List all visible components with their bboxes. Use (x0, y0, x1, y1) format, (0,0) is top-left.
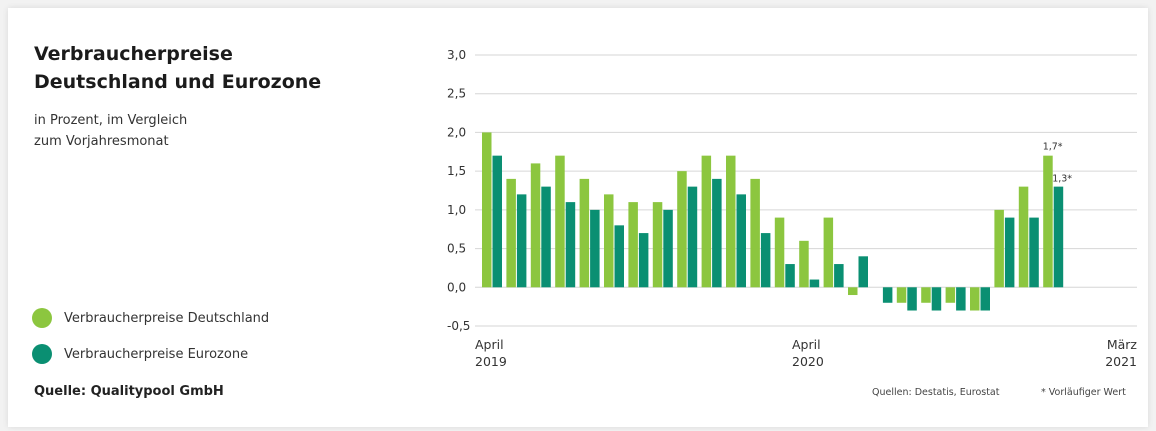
footer-sources: Quellen: Destatis, Eurostat (872, 387, 1000, 398)
bar-germany (652, 202, 663, 288)
bar-germany (604, 194, 614, 288)
y-tick-label: 3,0 (447, 48, 466, 62)
legend-swatch-eurozone (32, 344, 52, 364)
data-label: 1,3* (1052, 174, 1072, 185)
source-label: Quelle: Qualitypool GmbH (34, 384, 224, 399)
subtitle-line-2: zum Vorjahresmonat (34, 134, 169, 149)
x-tick-label-year: 2019 (475, 354, 507, 369)
footer-note: * Vorläufiger Wert (1041, 387, 1126, 398)
bar-germany (799, 240, 809, 288)
y-tick-label: 1,5 (447, 164, 466, 178)
bar-germany (945, 287, 956, 303)
bar-germany (1043, 155, 1053, 288)
legend-swatch-germany (32, 308, 52, 328)
x-tick-label-year: 2020 (792, 354, 824, 369)
bar-eurozone (858, 256, 868, 288)
chart-subtitle: in Prozent, im Vergleich zum Vorjahresmo… (34, 110, 254, 152)
x-tick-label-month: April (475, 337, 504, 352)
bar-germany (530, 163, 541, 288)
bar-germany (628, 202, 638, 288)
chart-card (8, 8, 1148, 427)
bar-germany (848, 287, 858, 296)
x-tick-label-year: 2021 (1105, 354, 1137, 369)
bar-germany (774, 217, 785, 288)
bar-germany (482, 132, 492, 288)
bar-germany (750, 178, 760, 288)
bar-germany (677, 171, 687, 288)
bar-eurozone (931, 287, 942, 311)
y-tick-label: 1,0 (447, 203, 466, 217)
bar-germany (506, 178, 516, 288)
bar-germany (896, 287, 907, 303)
bar-eurozone (1004, 217, 1015, 288)
title-line-2: Deutschland und Eurozone (34, 71, 322, 93)
subtitle-line-1: in Prozent, im Vergleich (34, 113, 188, 128)
bar-eurozone (614, 225, 624, 288)
bar-germany (701, 155, 712, 288)
legend-item-eurozone: Verbraucherpreise Eurozone (32, 336, 269, 372)
bar-eurozone (1029, 217, 1039, 288)
bar-eurozone (785, 264, 795, 288)
bar-eurozone (1053, 186, 1064, 288)
bar-germany (823, 217, 834, 288)
bar-germany (994, 209, 1004, 288)
bar-eurozone (516, 194, 527, 288)
y-tick-label: 2,0 (447, 125, 466, 139)
bar-eurozone (760, 233, 771, 288)
y-tick-label: 2,5 (447, 87, 466, 101)
legend-label-eurozone: Verbraucherpreise Eurozone (64, 346, 249, 362)
y-tick-label: 0,5 (447, 242, 466, 256)
bar-eurozone (834, 264, 844, 288)
title-line-1: Verbraucherpreise (34, 43, 233, 65)
bar-eurozone (663, 209, 673, 288)
data-label: 1,7* (1043, 142, 1063, 153)
bar-eurozone (956, 287, 966, 311)
bar-eurozone (541, 186, 551, 288)
bar-eurozone (565, 202, 576, 288)
bar-eurozone (712, 178, 722, 288)
y-tick-label: -0,5 (447, 319, 470, 333)
bar-germany (579, 178, 590, 288)
bar-eurozone (687, 186, 698, 288)
bar-germany (726, 155, 736, 288)
legend-item-germany: Verbraucherpreise Deutschland (32, 300, 269, 336)
chart-title: Verbraucherpreise Deutschland und Eurozo… (34, 40, 354, 96)
y-tick-label: 0,0 (447, 280, 466, 294)
x-tick-label-month: März (1107, 337, 1138, 352)
bar-eurozone (736, 194, 746, 288)
bar-eurozone (809, 279, 820, 288)
bar-eurozone (882, 287, 893, 303)
bar-germany (921, 287, 931, 303)
bar-eurozone (638, 233, 649, 288)
legend: Verbraucherpreise Deutschland Verbrauche… (32, 300, 269, 372)
bar-eurozone (492, 155, 502, 288)
legend-label-germany: Verbraucherpreise Deutschland (64, 310, 270, 326)
bar-germany (970, 287, 980, 311)
bar-eurozone (980, 287, 990, 311)
bar-germany (555, 155, 565, 288)
bar-germany (1018, 186, 1029, 288)
bar-eurozone (907, 287, 917, 311)
bar-eurozone (590, 209, 600, 288)
x-tick-label-month: April (792, 337, 821, 352)
